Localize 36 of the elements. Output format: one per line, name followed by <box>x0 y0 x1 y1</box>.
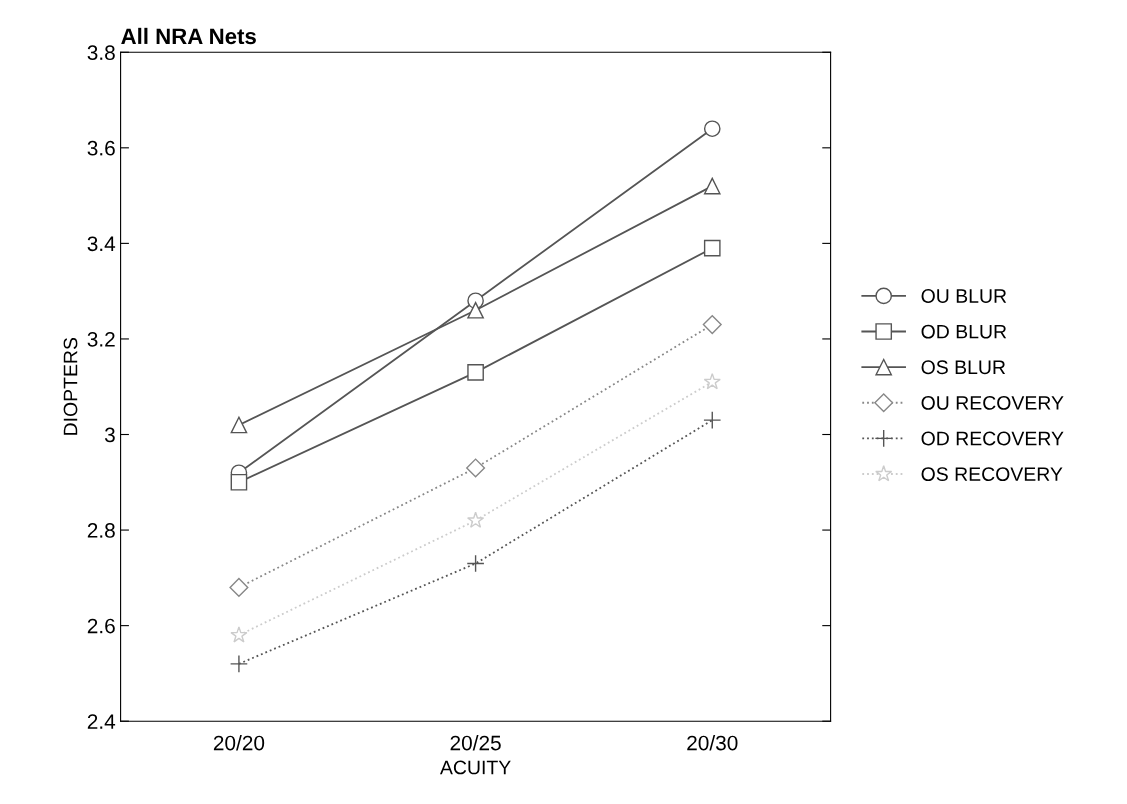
x-tick-label: 20/30 <box>687 735 738 751</box>
chart-title: All NRA Nets <box>121 27 256 45</box>
x-tick-label: 20/20 <box>213 735 265 751</box>
point <box>703 372 721 390</box>
point <box>466 554 485 573</box>
point <box>466 458 486 478</box>
point <box>702 315 722 335</box>
legend-label: OS RECOVERY <box>921 467 1063 482</box>
y-tick-label: 2.4 <box>87 714 116 729</box>
x-tick-label: 20/25 <box>450 735 501 751</box>
point <box>703 239 721 257</box>
y-tick-label: 3.2 <box>87 331 115 347</box>
point <box>229 577 249 597</box>
point <box>230 416 248 434</box>
y-axis-title: DIOPTERS <box>63 337 78 435</box>
point <box>703 411 722 430</box>
y-tick-label: 3.8 <box>87 45 115 61</box>
point <box>466 511 485 528</box>
point <box>467 364 484 381</box>
legend-label: OS BLUR <box>921 360 1006 375</box>
point <box>230 626 248 643</box>
legend-label: OU RECOVERY <box>921 395 1064 410</box>
point <box>703 177 721 195</box>
x-axis-title: ACUITY <box>439 760 511 775</box>
y-tick-label: 2.6 <box>87 618 115 634</box>
y-tick-label: 3.4 <box>87 236 116 252</box>
y-tick-label: 3.6 <box>87 140 115 156</box>
legend-label: OD RECOVERY <box>921 431 1064 446</box>
point <box>467 301 484 319</box>
legend-label: OU BLUR <box>921 289 1007 303</box>
y-tick-label: 2.8 <box>87 523 115 538</box>
point <box>703 120 721 138</box>
y-tick-label: 3 <box>104 427 115 443</box>
legend-label: OD BLUR <box>921 324 1007 339</box>
point <box>229 654 248 673</box>
point <box>230 473 248 491</box>
